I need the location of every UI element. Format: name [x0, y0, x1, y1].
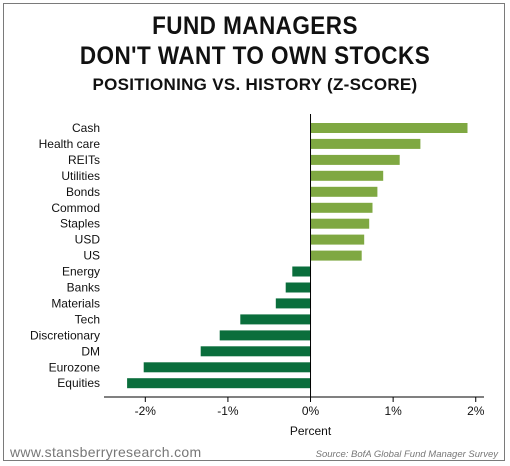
category-label: Banks: [67, 281, 100, 295]
category-label: Staples: [60, 217, 100, 231]
bar-dm: [200, 346, 311, 357]
category-label: REITs: [68, 153, 100, 167]
x-tick-label: 2%: [467, 404, 485, 418]
bar-usd: [310, 234, 365, 245]
category-label: Energy: [62, 265, 100, 279]
category-label: Cash: [72, 121, 100, 135]
x-tick-label: -1%: [217, 404, 239, 418]
category-label: Utilities: [61, 169, 100, 183]
chart-title-line2: DON'T WANT TO OWN STOCKS: [79, 42, 431, 70]
x-axis-title: Percent: [290, 424, 332, 438]
bar-materials: [275, 298, 311, 309]
bar-energy: [292, 266, 311, 277]
category-label: Tech: [75, 312, 100, 326]
bar-banks: [285, 282, 311, 293]
bar-tech: [240, 314, 311, 325]
bar-equities: [127, 378, 311, 389]
x-tick-label: -2%: [135, 404, 157, 418]
category-label: Materials: [51, 296, 100, 310]
bar-bonds: [310, 186, 378, 197]
bar-reits: [310, 154, 400, 165]
category-label: Health care: [39, 137, 101, 151]
bar-us: [310, 250, 362, 261]
bar-utilities: [310, 170, 384, 181]
category-label: Commod: [51, 201, 100, 215]
bar-discretionary: [219, 330, 311, 341]
category-label: US: [83, 249, 100, 263]
category-label: Equities: [57, 376, 100, 390]
bar-commod: [310, 202, 373, 213]
chart-subtitle: POSITIONING VS. HISTORY (Z-SCORE): [92, 75, 418, 94]
category-label: Bonds: [66, 185, 100, 199]
bar-health-care: [310, 138, 421, 149]
category-label: DM: [81, 344, 100, 358]
category-label: Discretionary: [30, 328, 100, 342]
x-tick-label: 1%: [384, 404, 402, 418]
bar-staples: [310, 218, 370, 229]
category-label: USD: [75, 233, 101, 247]
bar-eurozone: [143, 362, 311, 373]
x-tick-label: 0%: [302, 404, 320, 418]
category-label: Eurozone: [49, 360, 101, 374]
footer-source: Source: BofA Global Fund Manager Survey: [315, 449, 498, 460]
chart-title-line1: FUND MANAGERS: [152, 12, 358, 40]
bar-cash: [310, 123, 468, 133]
footer-website: www.stansberryresearch.com: [10, 444, 202, 460]
